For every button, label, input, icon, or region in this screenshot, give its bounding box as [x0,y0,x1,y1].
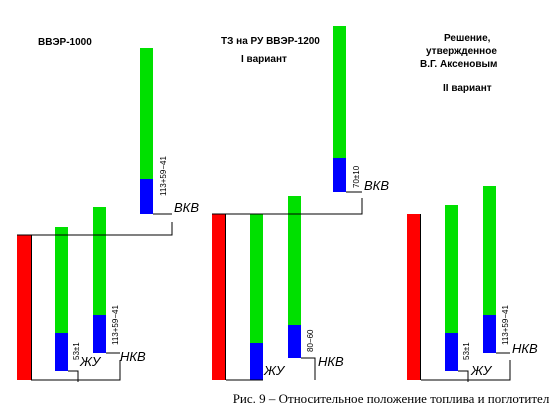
panel-2-label-zhu: ЖУ [263,363,286,378]
panel-vver-1200-variant-1: ТЗ на РУ ВВЭР-1200 I вариант ВКВ ЖУ НКВ … [212,26,389,381]
panel-1-label-vkv: ВКВ [174,200,199,215]
panel-3-dim-middle: 53±1 [462,342,471,360]
panel-1-label-nkv: НКВ [120,349,146,364]
panel-2-label-vkv: ВКВ [364,178,389,193]
panel-3-rod-2-absorber [483,186,496,315]
panel-3-label-nkv: НКВ [512,341,538,356]
panel-3-fuel-column [407,214,420,380]
panel-2-fuel-edge [225,214,226,380]
panel-2-rod-3-lower [333,158,346,192]
panel-3-title-line-2: утвержденное [426,46,497,57]
panel-3-dim-lower: 113+59−41 [501,305,510,345]
panel-1-zhu-tick [68,370,79,382]
panel-2-dim-upper: 70±10 [352,165,361,188]
panel-3-fuel-edge [420,214,421,380]
panel-3-subtitle: II вариант [443,83,492,94]
panel-1-fuel-column [17,235,31,380]
panel-1-rod-1-lower [55,333,68,371]
panel-2-fuel-column [212,214,225,380]
panel-1-dim-upper: 113+59−41 [159,156,168,196]
panel-vver-1000: ВВЭР-1000 ВКВ ЖУ НКВ 113+59−41 53±1 113+… [17,37,199,382]
panel-1-rod-3-absorber [140,48,153,179]
panel-1-dim-middle: 53±1 [72,342,81,360]
panel-3-title-line-1: Решение, [444,33,491,44]
figure-caption: Рис. 9 – Относительное положение топлива… [233,391,549,406]
panel-1-title: ВВЭР-1000 [38,37,92,48]
panel-2-rod-2-absorber [288,196,301,325]
panel-1-rod-2-absorber [93,207,106,315]
panel-1-rod-1-absorber [55,227,68,333]
panel-1-label-zhu: ЖУ [79,354,102,369]
panel-3-title-line-3: В.Г. Аксеновым [420,59,497,70]
panel-3-zhu-tick [458,370,469,382]
panel-1-dim-lower: 113+59−41 [111,305,120,345]
panel-2-rod-1-absorber [250,214,263,343]
panel-2-title: ТЗ на РУ ВВЭР-1200 [221,36,320,47]
panel-2-top-core-line [212,198,363,215]
panel-1-rod-2-lower [93,315,106,353]
panel-3-rod-1-absorber [445,205,458,333]
panel-1-rod-3-lower [140,179,153,214]
panel-2-rod-1-lower [250,343,263,380]
panel-2-rod-2-lower [288,325,301,358]
panel-3-rod-2-lower [483,315,496,353]
panel-2-nkv-tick [301,357,316,380]
panel-3-bottom-core-line [421,360,511,381]
panel-1-bottom-core-line [31,360,121,381]
panel-3-label-zhu: ЖУ [470,363,493,378]
panel-1-top-core-line [17,222,173,236]
panel-3-rod-1-lower [445,333,458,371]
panel-2-subtitle: I вариант [241,54,287,65]
panel-2-rod-3-absorber [333,26,346,158]
panel-variant-2: Решение, утвержденное В.Г. Аксеновым II … [407,33,538,382]
panel-1-fuel-edge [31,235,32,380]
panel-2-dim-lower: 80−60 [306,329,315,352]
panel-2-label-nkv: НКВ [318,354,344,369]
